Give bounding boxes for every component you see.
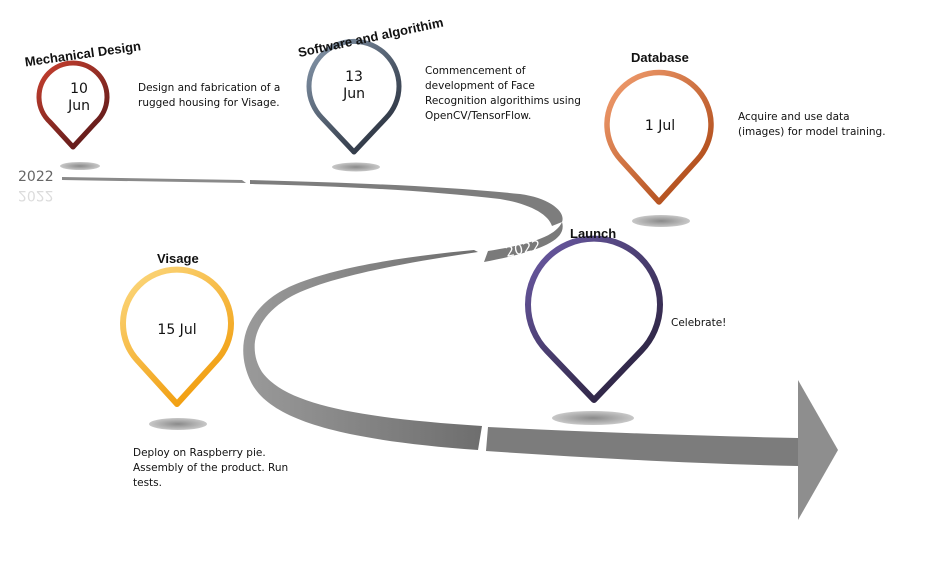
pin-shadow-launch xyxy=(552,411,634,425)
road-segment-curve xyxy=(484,222,563,262)
milestone-description-visage: Deploy on Raspberry pie. Assembly of the… xyxy=(133,446,288,491)
milestone-date: 15 Jul xyxy=(157,322,196,338)
milestone-date-month: Jun xyxy=(67,98,90,114)
milestone-title: Visage xyxy=(157,251,199,266)
road-segment-middle xyxy=(243,250,482,450)
map-pin-icon xyxy=(306,38,402,155)
milestone-date-month: Jun xyxy=(342,86,365,102)
description-line: development of Face xyxy=(425,80,535,92)
milestone-title: Launch xyxy=(570,226,616,241)
milestone-description-database: Acquire and use data (images) for model … xyxy=(738,110,886,140)
description-line: rugged housing for Visage. xyxy=(138,97,280,109)
description-line: OpenCV/TensorFlow. xyxy=(425,110,532,122)
year-label-curve: 2022 xyxy=(504,238,542,261)
pin-shadow-software xyxy=(332,162,380,172)
milestone-description-launch: Celebrate! xyxy=(671,316,726,331)
road-segment-top xyxy=(62,177,246,183)
milestone-description-software: Commencement of development of Face Reco… xyxy=(425,64,581,124)
road-arrow-head xyxy=(798,380,838,520)
description-line: Celebrate! xyxy=(671,317,727,329)
description-line: (images) for model training. xyxy=(738,126,886,138)
pin-shadow-visage xyxy=(149,418,207,430)
road-segment-top-2 xyxy=(250,180,563,226)
description-line: Assembly of the product. Run xyxy=(133,462,289,474)
description-line: tests. xyxy=(133,477,162,489)
timeline-road xyxy=(62,177,838,520)
milestone-software: Software and algorithim 13 Jun xyxy=(297,15,445,155)
milestone-date: 1 Jul xyxy=(645,118,675,134)
milestone-launch: Launch xyxy=(525,226,663,403)
description-line: Acquire and use data xyxy=(738,111,850,123)
description-line: Deploy on Raspberry pie. xyxy=(133,447,266,459)
map-pin-icon xyxy=(525,235,663,403)
road-segment-bottom xyxy=(486,427,798,466)
milestone-visage: Visage 15 Jul xyxy=(120,251,234,407)
milestone-database: Database 1 Jul xyxy=(604,50,714,205)
milestone-date-day: 13 xyxy=(345,69,363,85)
map-pin-icon xyxy=(120,266,234,407)
year-label-start-reflection: 2022 xyxy=(18,187,54,203)
description-line: Commencement of xyxy=(425,65,526,77)
milestone-description-mechanical: Design and fabrication of a rugged housi… xyxy=(138,81,280,111)
pin-shadow-mechanical xyxy=(60,162,100,170)
pin-shadow-database xyxy=(632,215,690,227)
description-line: Design and fabrication of a xyxy=(138,82,281,94)
description-line: Recognition algorithims using xyxy=(425,95,581,107)
milestone-title: Software and algorithim xyxy=(297,15,445,60)
year-label-start: 2022 xyxy=(18,169,54,185)
map-pin-icon xyxy=(36,60,110,150)
milestone-date-day: 10 xyxy=(70,81,88,97)
milestone-title: Database xyxy=(631,50,689,65)
map-pin-icon xyxy=(604,69,714,205)
milestone-mechanical: Mechanical Design 10 Jun xyxy=(24,38,142,150)
